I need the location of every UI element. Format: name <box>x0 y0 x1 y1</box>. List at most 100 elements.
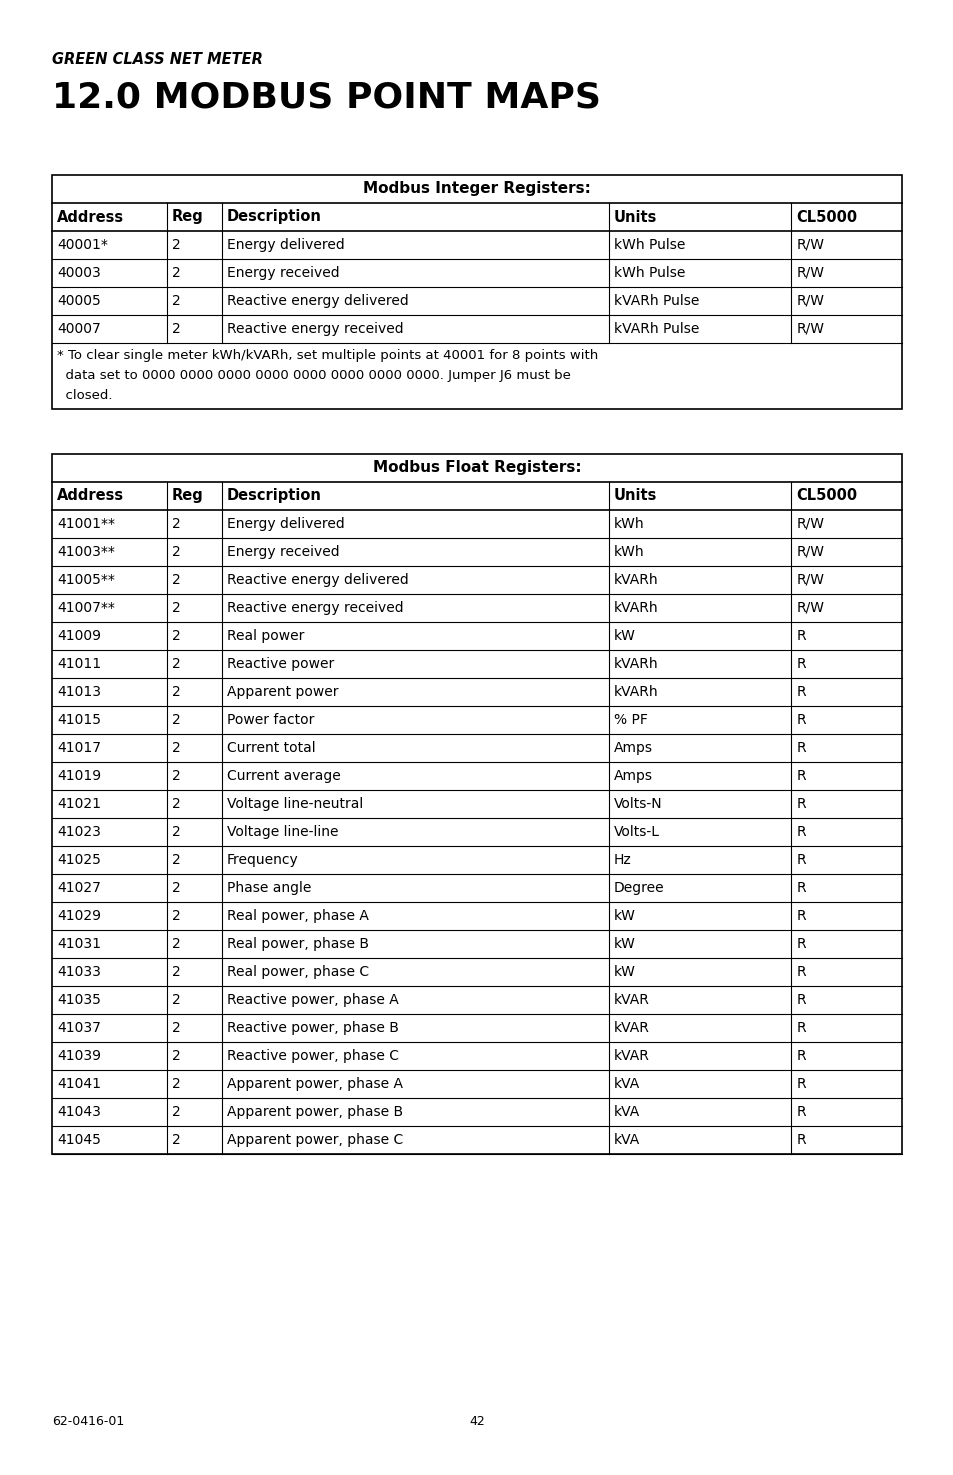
Text: 2: 2 <box>172 1105 180 1120</box>
Text: 40007: 40007 <box>57 322 101 336</box>
Text: R/W: R/W <box>796 266 823 280</box>
Text: 2: 2 <box>172 712 180 727</box>
Text: Volts-L: Volts-L <box>613 825 659 839</box>
Text: 41039: 41039 <box>57 1049 101 1063</box>
Text: R: R <box>796 684 805 699</box>
Text: 41043: 41043 <box>57 1105 101 1120</box>
Text: Reactive power, phase C: Reactive power, phase C <box>227 1049 398 1063</box>
Text: Real power, phase B: Real power, phase B <box>227 937 369 951</box>
Text: Amps: Amps <box>613 768 652 783</box>
Text: 40001*: 40001* <box>57 237 108 252</box>
Text: CL5000: CL5000 <box>796 488 857 503</box>
Text: kWh: kWh <box>613 518 643 531</box>
Text: Reactive power, phase A: Reactive power, phase A <box>227 993 398 1007</box>
Text: 40003: 40003 <box>57 266 101 280</box>
Text: Voltage line-neutral: Voltage line-neutral <box>227 796 363 811</box>
Text: kVARh: kVARh <box>613 656 658 671</box>
Text: R/W: R/W <box>796 572 823 587</box>
Text: 2: 2 <box>172 322 180 336</box>
Text: 2: 2 <box>172 628 180 643</box>
Text: 41019: 41019 <box>57 768 101 783</box>
Text: R: R <box>796 909 805 923</box>
Text: GREEN CLASS NET METER: GREEN CLASS NET METER <box>52 52 263 66</box>
Text: R: R <box>796 1105 805 1120</box>
Text: kVAR: kVAR <box>613 1021 649 1035</box>
Text: Energy received: Energy received <box>227 266 339 280</box>
Text: kW: kW <box>613 909 635 923</box>
Bar <box>52 176 901 409</box>
Text: Frequency: Frequency <box>227 853 298 867</box>
Text: kVARh: kVARh <box>613 600 658 615</box>
Text: 2: 2 <box>172 1133 180 1148</box>
Text: Amps: Amps <box>613 740 652 755</box>
Text: 2: 2 <box>172 237 180 252</box>
Text: Reactive energy delivered: Reactive energy delivered <box>227 294 408 308</box>
Text: kVA: kVA <box>613 1133 639 1148</box>
Text: kW: kW <box>613 628 635 643</box>
Text: R: R <box>796 740 805 755</box>
Text: R: R <box>796 1021 805 1035</box>
Text: Energy delivered: Energy delivered <box>227 518 344 531</box>
Text: kVARh Pulse: kVARh Pulse <box>613 294 699 308</box>
Text: Description: Description <box>227 488 321 503</box>
Text: kVARh: kVARh <box>613 684 658 699</box>
Text: R: R <box>796 768 805 783</box>
Text: Apparent power: Apparent power <box>227 684 338 699</box>
Text: 41035: 41035 <box>57 993 101 1007</box>
Text: 2: 2 <box>172 965 180 979</box>
Text: kW: kW <box>613 937 635 951</box>
Text: 2: 2 <box>172 881 180 895</box>
Text: 41015: 41015 <box>57 712 101 727</box>
Text: Apparent power, phase C: Apparent power, phase C <box>227 1133 403 1148</box>
Text: Description: Description <box>227 209 321 224</box>
Text: 41045: 41045 <box>57 1133 101 1148</box>
Text: Units: Units <box>613 488 657 503</box>
Text: 2: 2 <box>172 544 180 559</box>
Text: 2: 2 <box>172 518 180 531</box>
Text: Reactive energy received: Reactive energy received <box>227 600 403 615</box>
Text: kVARh Pulse: kVARh Pulse <box>613 322 699 336</box>
Text: R: R <box>796 825 805 839</box>
Text: Reactive power: Reactive power <box>227 656 334 671</box>
Text: 2: 2 <box>172 825 180 839</box>
Text: Address: Address <box>57 488 124 503</box>
Text: 2: 2 <box>172 993 180 1007</box>
Text: 41009: 41009 <box>57 628 101 643</box>
Text: R: R <box>796 853 805 867</box>
Text: R: R <box>796 628 805 643</box>
Text: * To clear single meter kWh/kVARh, set multiple points at 40001 for 8 points wit: * To clear single meter kWh/kVARh, set m… <box>57 350 598 361</box>
Text: 41017: 41017 <box>57 740 101 755</box>
Text: 2: 2 <box>172 266 180 280</box>
Text: Energy received: Energy received <box>227 544 339 559</box>
Text: 2: 2 <box>172 294 180 308</box>
Text: R/W: R/W <box>796 544 823 559</box>
Text: Current total: Current total <box>227 740 315 755</box>
Text: data set to 0000 0000 0000 0000 0000 0000 0000 0000. Jumper J6 must be: data set to 0000 0000 0000 0000 0000 000… <box>57 369 570 382</box>
Text: R/W: R/W <box>796 518 823 531</box>
Text: 2: 2 <box>172 768 180 783</box>
Text: Apparent power, phase B: Apparent power, phase B <box>227 1105 403 1120</box>
Text: 12.0 MODBUS POINT MAPS: 12.0 MODBUS POINT MAPS <box>52 80 600 114</box>
Text: Degree: Degree <box>613 881 663 895</box>
Text: R: R <box>796 1049 805 1063</box>
Text: Reactive power, phase B: Reactive power, phase B <box>227 1021 398 1035</box>
Text: Real power, phase A: Real power, phase A <box>227 909 369 923</box>
Text: kWh: kWh <box>613 544 643 559</box>
Text: Units: Units <box>613 209 657 224</box>
Text: kVAR: kVAR <box>613 1049 649 1063</box>
Text: 2: 2 <box>172 937 180 951</box>
Text: 41023: 41023 <box>57 825 101 839</box>
Text: 41033: 41033 <box>57 965 101 979</box>
Text: R: R <box>796 881 805 895</box>
Text: kW: kW <box>613 965 635 979</box>
Text: R: R <box>796 656 805 671</box>
Text: kVAR: kVAR <box>613 993 649 1007</box>
Text: 2: 2 <box>172 1021 180 1035</box>
Text: 2: 2 <box>172 656 180 671</box>
Text: kVA: kVA <box>613 1105 639 1120</box>
Text: kWh Pulse: kWh Pulse <box>613 266 684 280</box>
Text: kWh Pulse: kWh Pulse <box>613 237 684 252</box>
Text: Address: Address <box>57 209 124 224</box>
Text: Reg: Reg <box>172 488 203 503</box>
Text: Volts-N: Volts-N <box>613 796 661 811</box>
